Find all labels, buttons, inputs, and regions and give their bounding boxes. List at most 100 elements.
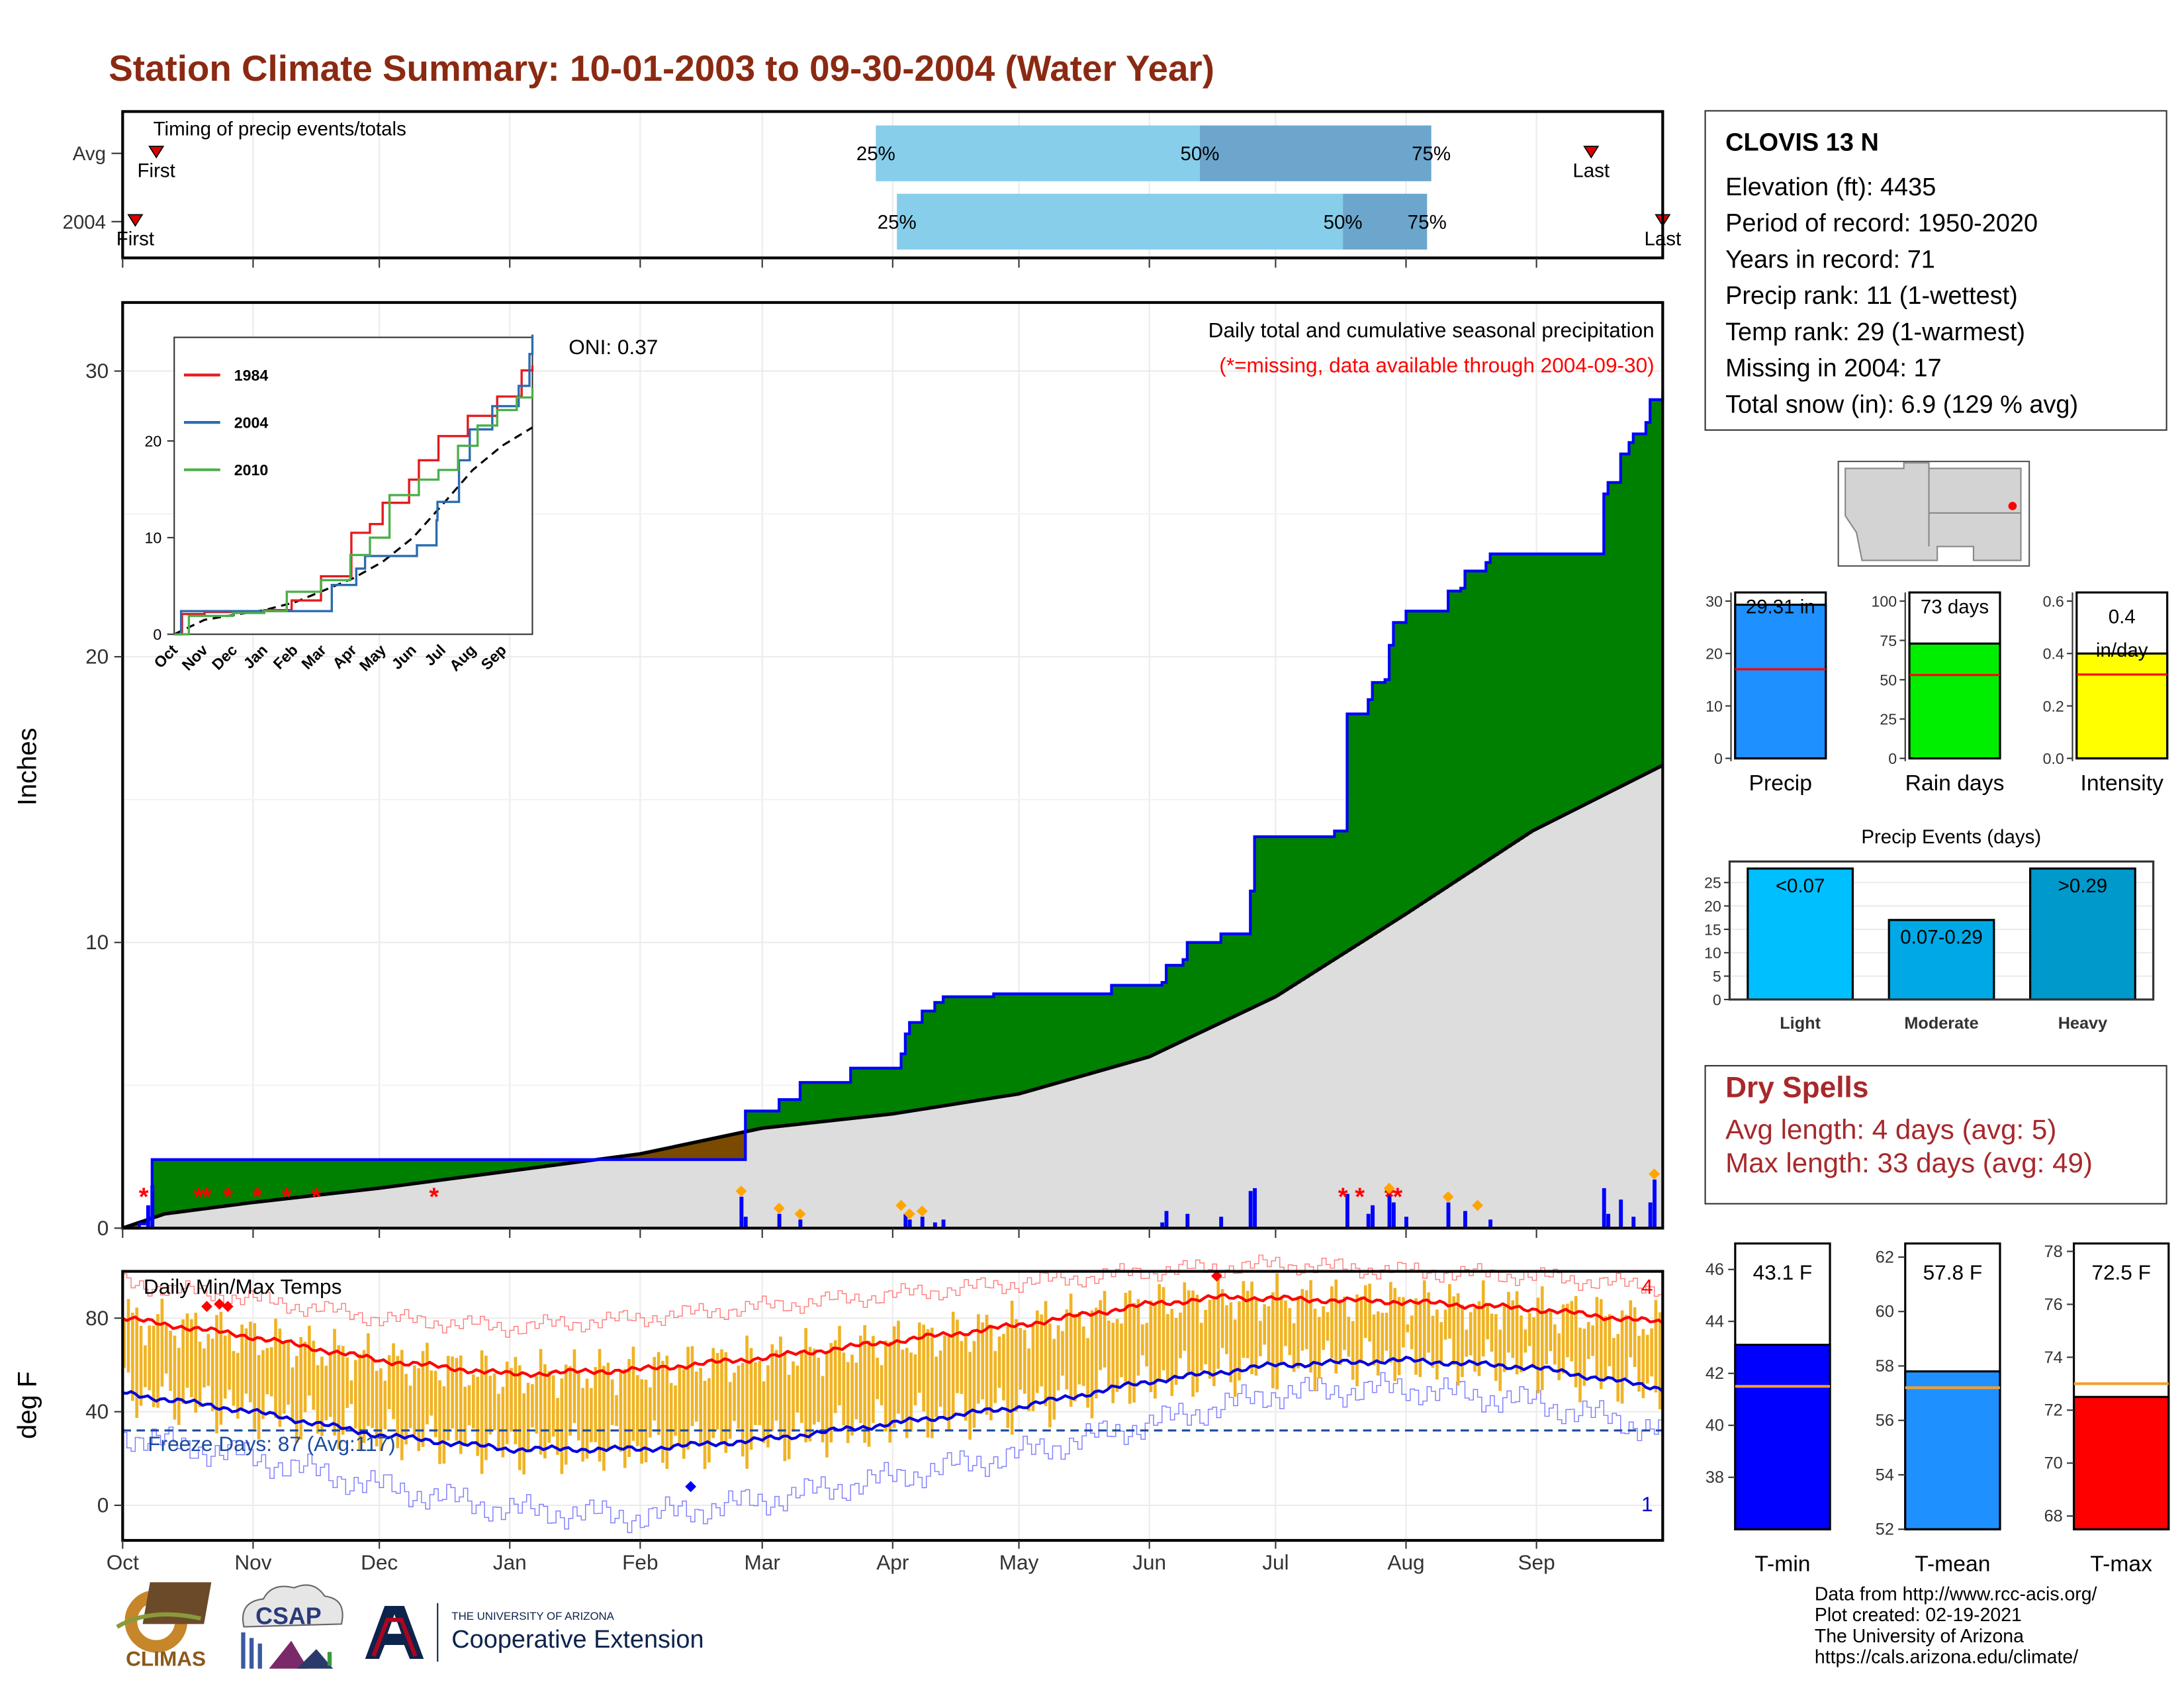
timing-pct-label: 25% [878, 211, 917, 233]
avg-fill [463, 1177, 469, 1229]
events-category-label: Moderate [1904, 1014, 1978, 1033]
daily-temp-bar [514, 1356, 518, 1444]
avg-fill [1418, 906, 1424, 1229]
daily-temp-bar [1263, 1304, 1266, 1345]
above-avg-fill [981, 996, 986, 1100]
tbar-value-label: 57.8 F [1923, 1260, 1983, 1284]
above-avg-fill [1561, 553, 1567, 816]
last-label: Last [1572, 160, 1610, 181]
daily-temp-bar [576, 1370, 580, 1441]
above-avg-fill [1140, 985, 1146, 1059]
avg-fill [484, 1174, 490, 1229]
daily-precip-bar [1648, 1202, 1653, 1229]
daily-temp-bar [194, 1313, 198, 1413]
mini-bar-label: Rain days [1905, 771, 2005, 796]
daily-temp-bar [863, 1325, 866, 1443]
above-avg-fill [392, 1159, 397, 1187]
daily-temp-bar [766, 1365, 770, 1448]
avg-fill [1389, 924, 1394, 1229]
avg-fill [1187, 1039, 1192, 1229]
above-avg-fill [1557, 553, 1563, 819]
daily-precip-bar [1631, 1217, 1636, 1229]
daily-temp-bar [455, 1358, 459, 1441]
daily-temp-bar [1347, 1317, 1351, 1357]
above-avg-fill [173, 1159, 178, 1213]
avg-fill [1414, 908, 1420, 1229]
daily-temp-bar [1161, 1287, 1165, 1371]
daily-precip-bar [1619, 1199, 1623, 1229]
above-avg-fill [210, 1159, 216, 1208]
below-avg-fill [623, 1156, 628, 1160]
station-name: CLOVIS 13 N [1725, 128, 1879, 156]
daily-temp-bar [1275, 1273, 1279, 1389]
inset-frame [173, 336, 533, 635]
daily-temp-bar [1574, 1296, 1578, 1387]
avg-fill [669, 1159, 674, 1229]
above-avg-fill [535, 1159, 540, 1168]
daily-temp-bar [1604, 1316, 1607, 1378]
avg-fill [1258, 1004, 1263, 1229]
daily-temp-bar [783, 1352, 787, 1462]
daily-temp-bar [817, 1358, 821, 1423]
daily-temp-bar [581, 1387, 584, 1462]
above-avg-fill [1435, 611, 1440, 895]
daily-temp-bar [1527, 1313, 1531, 1346]
daily-temp-bar [758, 1360, 762, 1425]
above-avg-fill [1591, 553, 1596, 802]
daily-temp-bar [1300, 1289, 1304, 1351]
above-avg-fill [426, 1159, 431, 1182]
above-avg-fill [1616, 482, 1621, 789]
avg-fill [299, 1197, 304, 1229]
daily-temp-bar [838, 1326, 841, 1405]
month-label: Nov [234, 1550, 271, 1574]
daily-temp-bar [1246, 1290, 1250, 1358]
daily-temp-bar [669, 1383, 673, 1450]
above-avg-fill [1124, 985, 1129, 1064]
avg-fill [711, 1159, 717, 1229]
tbar-ytick-label: 76 [2044, 1295, 2063, 1314]
credit-line: Plot created: 02-19-2021 [1814, 1604, 2022, 1626]
avg-fill [1397, 919, 1402, 1229]
above-avg-fill [1284, 837, 1289, 992]
above-avg-fill [1258, 837, 1263, 1005]
avg-fill [783, 1125, 788, 1229]
avg-fill [228, 1205, 233, 1229]
daily-temp-bar [367, 1333, 370, 1427]
daily-temp-bar [1570, 1301, 1574, 1362]
daily-temp-bar [299, 1336, 302, 1440]
above-avg-fill [997, 994, 1003, 1098]
above-avg-fill [754, 1111, 759, 1130]
dry-spells-title: Dry Spells [1725, 1072, 1869, 1104]
avg-fill [442, 1180, 447, 1229]
above-avg-fill [358, 1159, 363, 1191]
above-avg-fill [269, 1159, 275, 1201]
below-avg-fill [678, 1146, 683, 1160]
avg-fill [408, 1184, 414, 1229]
avg-fill [997, 1097, 1003, 1229]
daily-temp-bar [1498, 1329, 1502, 1391]
record-marker [1472, 1199, 1484, 1211]
inset-legend-label: 1984 [234, 367, 269, 384]
avg-fill [1435, 894, 1440, 1229]
above-avg-fill [1654, 399, 1659, 770]
daily-temp-bar [396, 1356, 400, 1448]
daily-temp-bar [345, 1357, 349, 1408]
avg-fill [1031, 1090, 1036, 1229]
station-info-line: Years in record: 71 [1725, 245, 1935, 273]
summary-bars: 0 10 20 30 29.31 in Precip 0 25 50 75 100 73 days Ra… [1706, 591, 2169, 796]
avg-fill [1620, 786, 1625, 1229]
avg-fill [1095, 1072, 1100, 1229]
daily-temp-bar [316, 1365, 320, 1434]
record-marker [1649, 1168, 1661, 1180]
avg-fill [367, 1190, 372, 1229]
above-avg-fill [1031, 994, 1036, 1091]
record-high-marker [1210, 1270, 1222, 1282]
above-avg-fill [1183, 959, 1188, 1041]
avg-fill [404, 1184, 410, 1229]
above-avg-fill [308, 1159, 313, 1197]
events-bar-label: >0.29 [2058, 875, 2108, 897]
below-avg-fill [695, 1142, 700, 1160]
below-avg-fill [144, 1221, 149, 1224]
avg-fill [1288, 988, 1293, 1229]
daily-temp-bar [501, 1387, 505, 1458]
